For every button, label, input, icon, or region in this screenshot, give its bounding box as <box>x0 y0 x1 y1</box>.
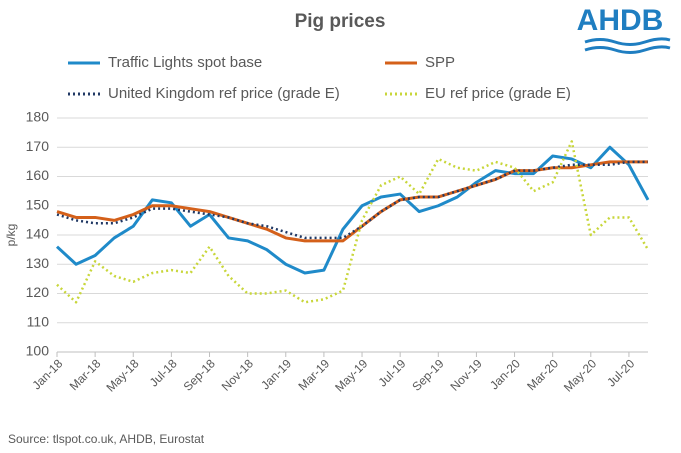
logo: AHDB <box>577 4 664 37</box>
y-tick-label: 130 <box>26 255 50 271</box>
legend-label: Traffic Lights spot base <box>108 54 262 71</box>
x-tick-label: Mar-20 <box>524 356 561 393</box>
x-tick-label: Jul-20 <box>604 356 637 389</box>
x-tick-label: Jan-18 <box>30 356 66 392</box>
legend-label: EU ref price (grade E) <box>425 85 571 102</box>
y-tick-label: 140 <box>26 226 50 242</box>
series-line <box>56 160 648 243</box>
y-tick-label: 120 <box>26 284 50 300</box>
y-tick-label: 110 <box>27 313 50 329</box>
y-tick-label: 150 <box>26 196 50 212</box>
x-tick-label: Jan-19 <box>258 356 294 392</box>
logo-waves <box>584 37 671 54</box>
y-axis-label: p/kg <box>4 224 18 247</box>
x-tick-label: Nov-19 <box>448 356 485 393</box>
x-tick-label: May-19 <box>332 356 370 394</box>
chart-title: Pig prices <box>295 11 386 32</box>
y-tick-label: 170 <box>26 138 50 154</box>
x-tick-label: May-18 <box>103 356 141 394</box>
x-tick-label: Jul-19 <box>376 356 409 389</box>
series-line <box>56 160 648 240</box>
x-tick-label: Sep-18 <box>181 356 218 393</box>
y-tick-label: 160 <box>26 167 50 183</box>
source: Source: tlspot.co.uk, AHDB, Eurostat <box>8 432 205 446</box>
x-tick-label: Jul-18 <box>147 356 180 389</box>
y-tick-label: 100 <box>26 343 50 359</box>
x-tick-label: Sep-19 <box>409 356 446 393</box>
x-tick-label: Jan-20 <box>487 356 523 392</box>
x-tick-label: May-20 <box>561 356 599 394</box>
series-line <box>56 140 650 304</box>
x-tick-label: Mar-18 <box>67 356 104 393</box>
series-line <box>55 145 650 275</box>
legend-label: SPP <box>425 54 455 71</box>
legend-label: United Kingdom ref price (grade E) <box>108 85 340 102</box>
x-tick-label: Mar-19 <box>295 356 332 393</box>
y-tick-label: 180 <box>26 109 50 125</box>
x-tick-label: Nov-18 <box>219 356 256 393</box>
